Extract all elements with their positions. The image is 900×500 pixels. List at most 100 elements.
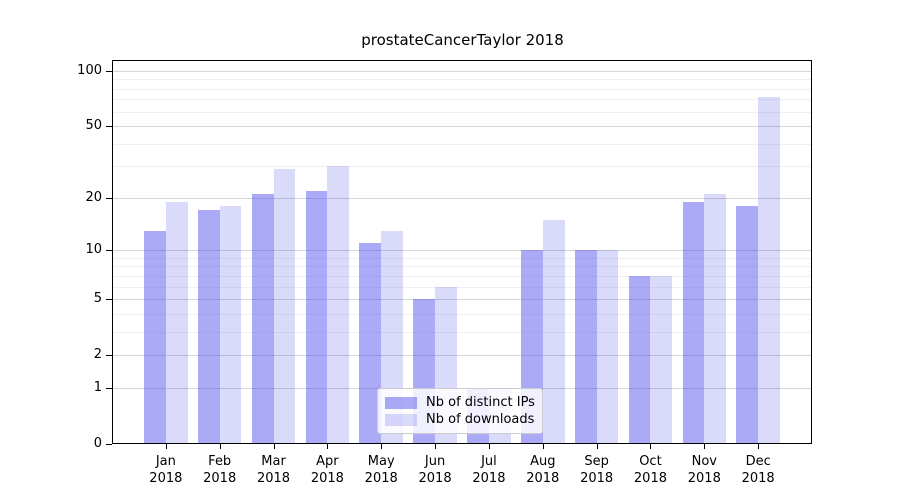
- y-minor-gridline: [113, 166, 811, 168]
- x-tick-mark: [704, 444, 706, 449]
- bar-distinct-ips: [682, 201, 705, 443]
- x-tick-label: Dec 2018: [726, 453, 790, 487]
- x-tick-mark: [435, 444, 437, 449]
- x-tick-label: Aug 2018: [511, 453, 575, 487]
- x-tick-label: May 2018: [349, 453, 413, 487]
- x-tick-month: Nov: [691, 454, 717, 469]
- x-tick-month: Feb: [208, 454, 232, 469]
- y-major-gridline: [113, 197, 811, 199]
- y-minor-gridline: [113, 313, 811, 315]
- y-tick-mark: [106, 355, 112, 357]
- x-tick-year: 2018: [203, 471, 237, 486]
- y-tick-label: 100: [77, 63, 102, 78]
- x-tick-month: Jan: [155, 454, 176, 469]
- y-major-gridline: [113, 250, 811, 252]
- y-minor-gridline: [113, 88, 811, 90]
- x-tick-year: 2018: [310, 471, 344, 486]
- x-tick-label: Feb 2018: [188, 453, 252, 487]
- bar-distinct-ips: [305, 190, 328, 443]
- y-tick-label: 50: [85, 118, 102, 134]
- x-tick-month: Jun: [424, 454, 446, 469]
- y-tick-label: 10: [85, 242, 102, 258]
- x-tick-year: 2018: [526, 471, 560, 486]
- bar-downloads: [165, 201, 188, 443]
- y-tick-label: 20: [85, 189, 102, 205]
- x-tick-mark: [650, 444, 652, 449]
- x-tick-mark: [758, 444, 760, 449]
- y-minor-gridline: [113, 143, 811, 145]
- bar-distinct-ips: [197, 210, 220, 443]
- y-minor-gridline: [113, 111, 811, 113]
- bar-distinct-ips: [144, 230, 166, 443]
- bar-downloads: [596, 250, 619, 443]
- x-tick-mark: [165, 444, 167, 449]
- x-tick-month: Mar: [261, 454, 286, 469]
- chart-title: prostateCancerTaylor 2018: [361, 31, 564, 49]
- bar-downloads: [542, 219, 565, 443]
- y-tick-mark: [106, 250, 112, 252]
- y-minor-gridline: [113, 331, 811, 333]
- x-tick-month: Sep: [584, 454, 609, 469]
- x-tick-month: Jul: [481, 454, 497, 469]
- bar-distinct-ips: [628, 275, 651, 443]
- x-tick-month: Apr: [316, 454, 339, 469]
- x-tick-month: May: [367, 454, 395, 469]
- x-tick-label: Oct 2018: [618, 453, 682, 487]
- legend-swatch-distinct-ips: [385, 396, 417, 409]
- y-major-gridline: [113, 299, 811, 301]
- x-tick-year: 2018: [418, 471, 452, 486]
- y-minor-gridline: [113, 257, 811, 259]
- y-minor-gridline: [113, 286, 811, 288]
- x-tick-mark: [273, 444, 275, 449]
- legend-label-downloads: Nb of downloads: [426, 412, 535, 427]
- x-tick-label: Apr 2018: [295, 453, 359, 487]
- y-minor-gridline: [113, 99, 811, 101]
- plot-area: Nb of distinct IPs Nb of downloads: [112, 60, 812, 444]
- x-tick-mark: [542, 444, 544, 449]
- x-tick-year: 2018: [149, 471, 183, 486]
- y-minor-gridline: [113, 79, 811, 81]
- bar-distinct-ips: [251, 194, 274, 443]
- x-tick-label: Jul 2018: [457, 453, 521, 487]
- bar-distinct-ips: [359, 243, 382, 443]
- x-tick-label: Jun 2018: [403, 453, 467, 487]
- bar-distinct-ips: [736, 206, 759, 443]
- y-tick-mark: [106, 444, 112, 445]
- legend-item-downloads: Nb of downloads: [385, 411, 534, 428]
- x-tick-mark: [219, 444, 221, 449]
- x-tick-year: 2018: [687, 471, 721, 486]
- y-major-gridline: [113, 355, 811, 357]
- bar-downloads: [650, 275, 673, 443]
- x-tick-year: 2018: [256, 471, 291, 486]
- x-tick-label: Sep 2018: [565, 453, 629, 487]
- x-tick-month: Oct: [639, 454, 662, 469]
- x-tick-year: 2018: [580, 471, 614, 486]
- y-tick-label: 1: [93, 379, 102, 395]
- x-tick-label: Nov 2018: [672, 453, 736, 487]
- y-minor-gridline: [113, 266, 811, 268]
- y-tick-mark: [106, 299, 112, 301]
- x-tick-label: Jan 2018: [134, 453, 198, 487]
- x-tick-mark: [381, 444, 383, 449]
- x-tick-year: 2018: [741, 471, 775, 486]
- y-tick-label: 0: [93, 436, 102, 451]
- x-tick-mark: [596, 444, 598, 449]
- bar-downloads: [273, 169, 296, 443]
- x-tick-year: 2018: [633, 471, 667, 486]
- x-tick-year: 2018: [364, 471, 398, 486]
- x-tick-month: Aug: [530, 454, 556, 469]
- y-minor-gridline: [113, 275, 811, 277]
- bar-downloads: [704, 194, 727, 443]
- legend-label-distinct-ips: Nb of distinct IPs: [426, 395, 535, 410]
- y-major-gridline: [113, 71, 811, 72]
- legend: Nb of distinct IPs Nb of downloads: [377, 388, 543, 434]
- y-tick-label: 2: [93, 347, 102, 363]
- y-tick-mark: [106, 387, 112, 389]
- x-tick-mark: [327, 444, 329, 449]
- bar-downloads: [327, 166, 350, 443]
- y-major-gridline: [113, 126, 811, 128]
- y-tick-mark: [106, 126, 112, 128]
- y-tick-label: 5: [93, 291, 102, 307]
- x-tick-mark: [488, 444, 490, 449]
